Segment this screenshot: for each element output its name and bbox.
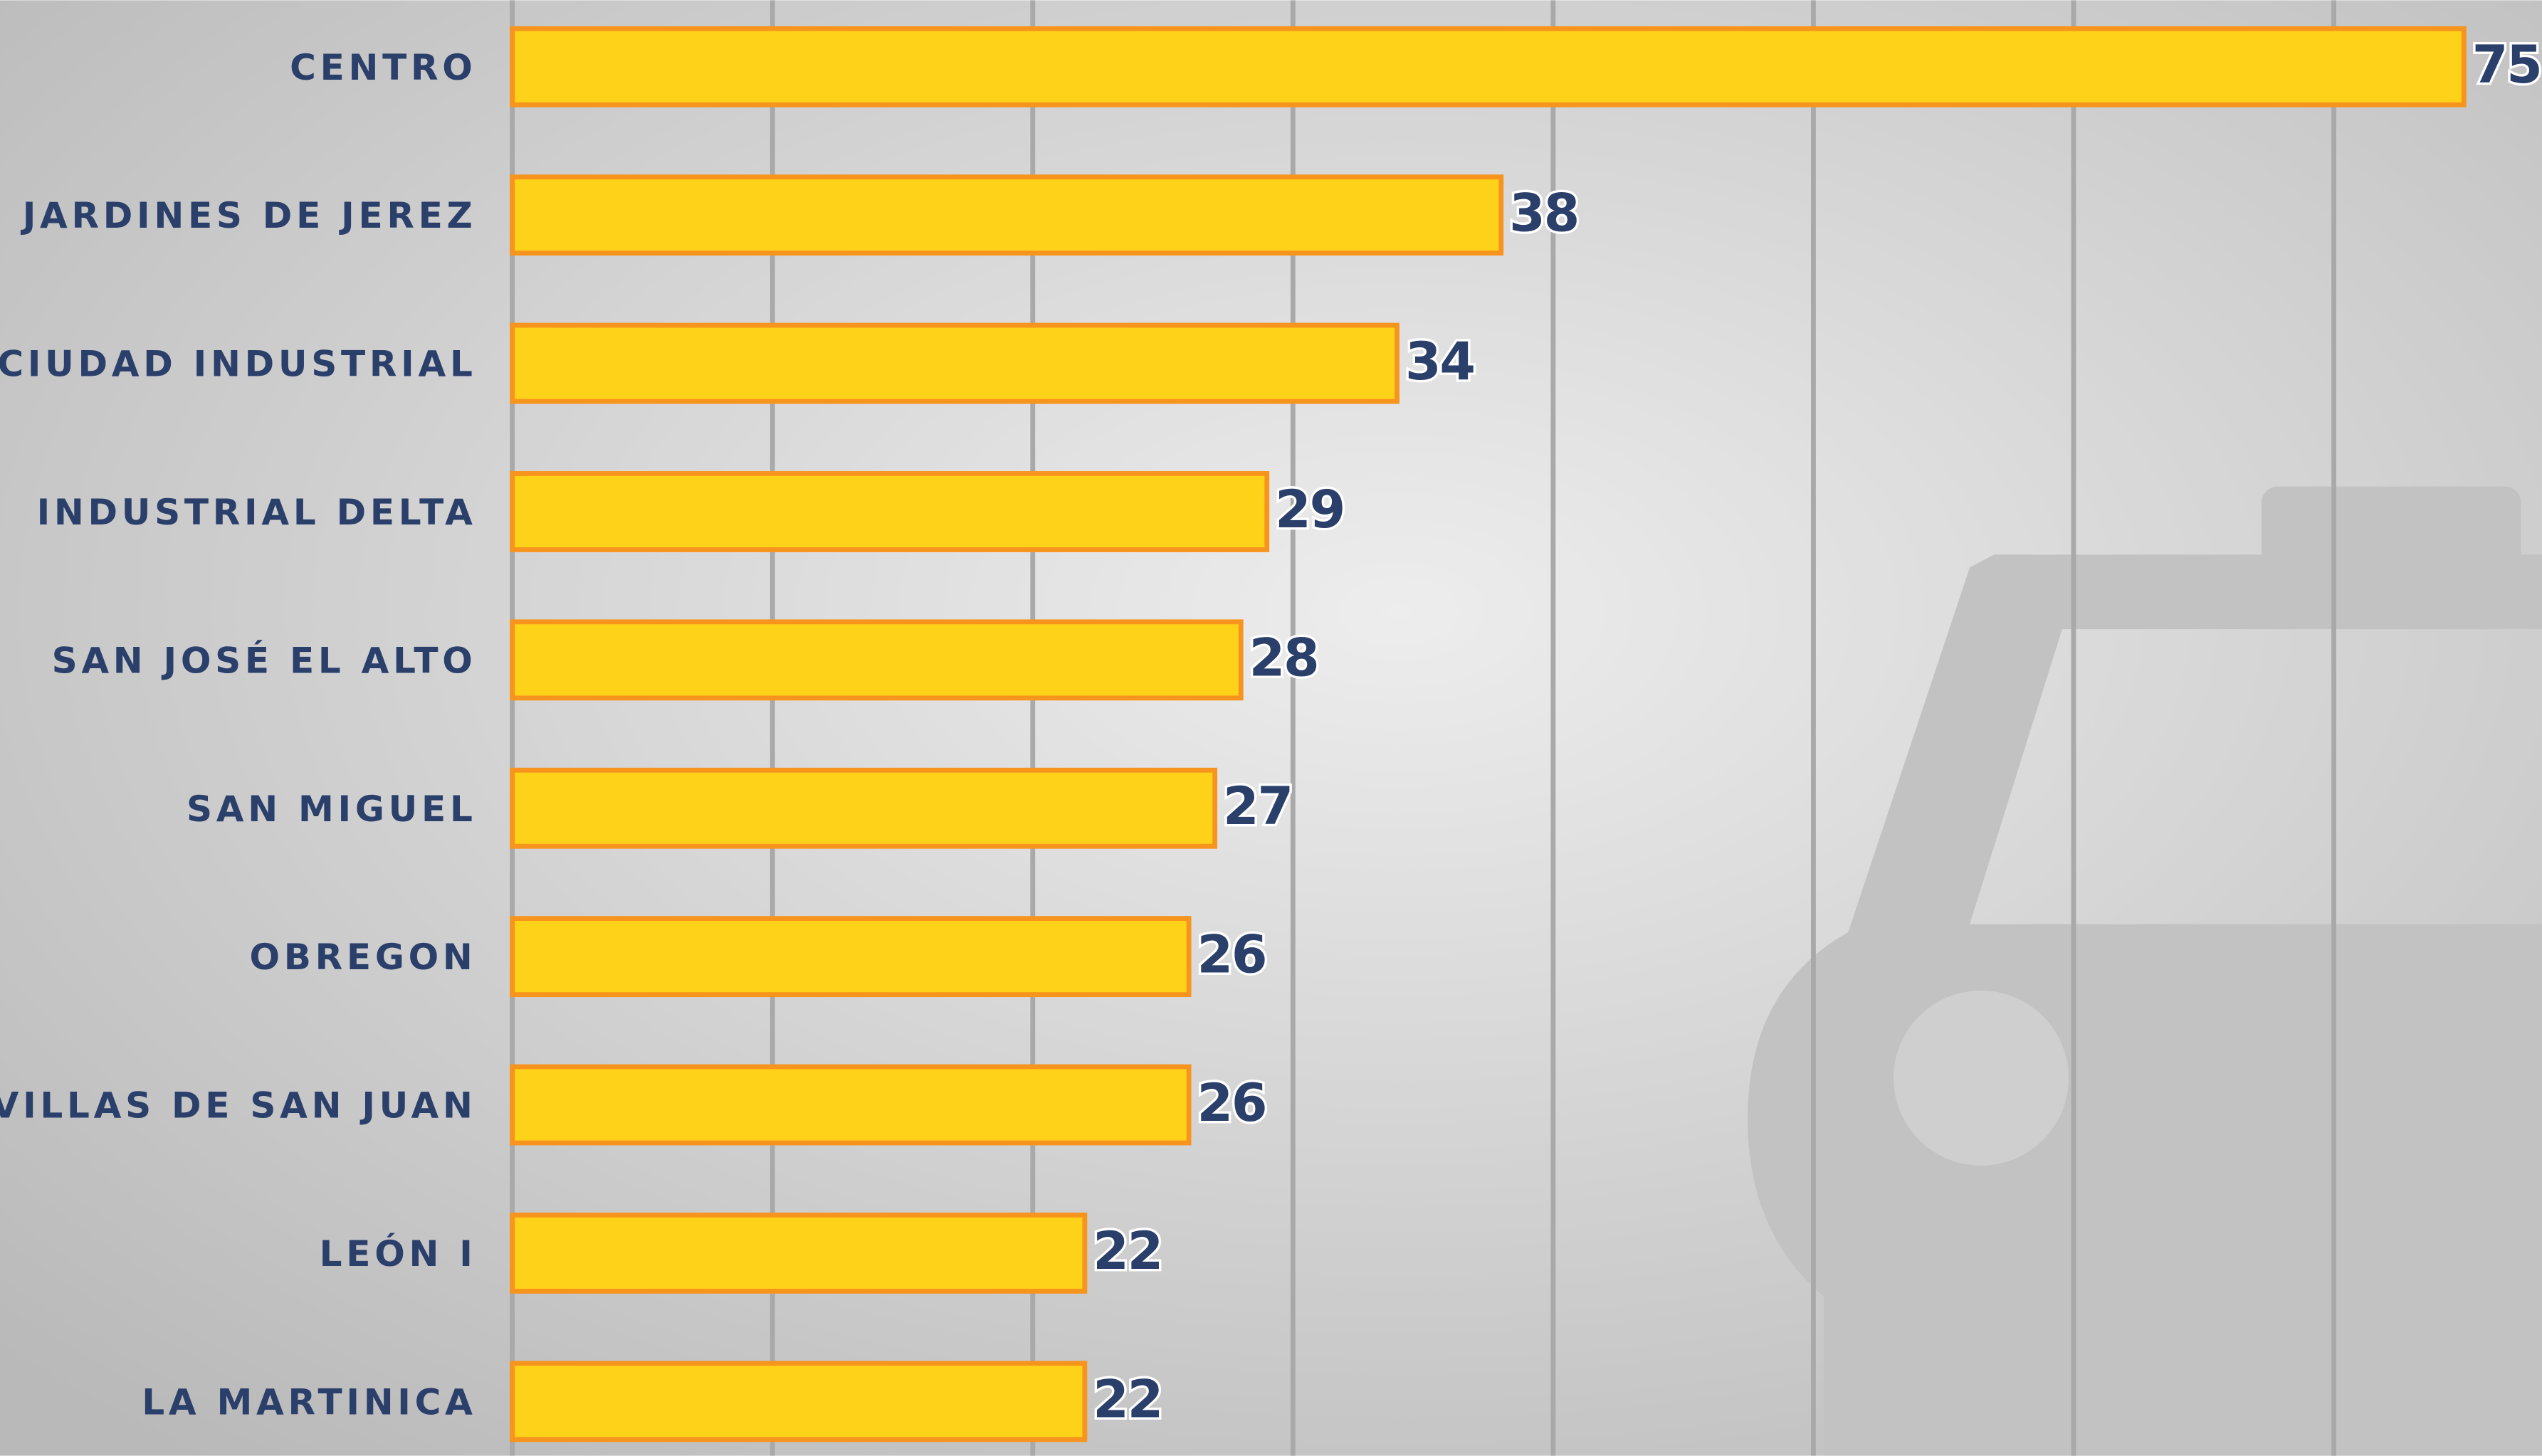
value-label: 27 [1223,776,1292,837]
bar [510,1212,1088,1294]
category-label: SAN JOSÉ EL ALTO [52,639,477,681]
bar [510,174,1504,256]
category-label: INDUSTRIAL DELTA [37,491,477,533]
bar [510,1361,1088,1442]
category-label: CIUDAD INDUSTRIAL [0,343,477,385]
category-label: JARDINES DE JEREZ [21,194,477,236]
value-label: 75 [2472,35,2541,95]
category-label: CENTRO [290,46,476,88]
bar [510,471,1270,552]
bar [510,1064,1192,1146]
bar [510,916,1192,998]
value-label: 28 [1249,628,1318,689]
category-label: VILLAS DE SAN JUAN [0,1085,477,1127]
category-label: LEÓN I [320,1233,477,1275]
category-label: SAN MIGUEL [187,788,477,830]
category-label: LA MARTINICA [142,1381,476,1423]
value-label: 22 [1093,1221,1162,1282]
value-label: 26 [1197,924,1266,985]
value-label: 26 [1197,1073,1266,1134]
category-label: OBREGON [250,936,477,978]
value-label: 29 [1275,480,1344,540]
bar [510,767,1218,849]
value-label: 34 [1405,332,1474,392]
car-silhouette [1748,486,2542,1456]
value-label: 22 [1093,1370,1162,1430]
bar [510,26,2467,107]
value-label: 38 [1509,183,1578,243]
bar [510,619,1244,701]
bar [510,322,1399,404]
